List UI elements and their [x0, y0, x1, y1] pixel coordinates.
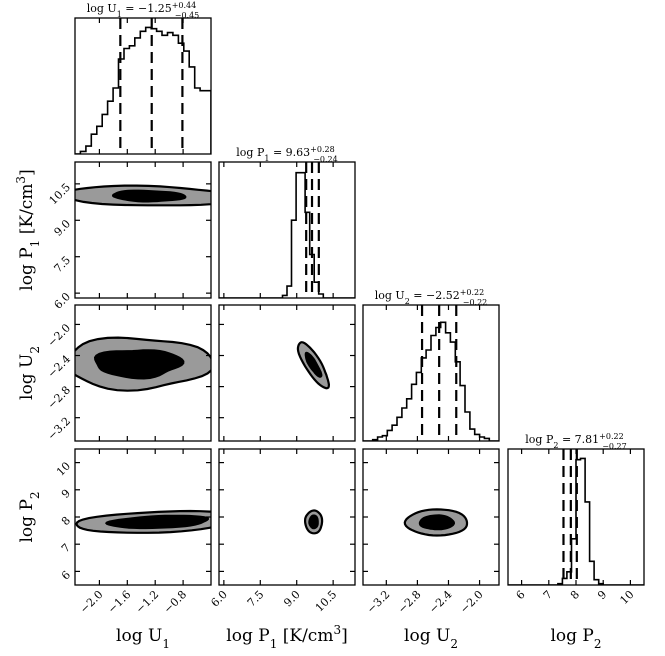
panel-logU2-logU1 [75, 336, 211, 392]
y-tick-label: −2.0 [45, 321, 73, 349]
x-tick-label: −0.8 [161, 588, 189, 616]
panel-frame [74, 161, 212, 299]
panel-logP2-logP2 [508, 449, 644, 585]
ylabel-logP1: log P1 [K/cm3] [14, 169, 42, 290]
title-logP2: log P2 = 7.81+0.22 −0.27 [525, 432, 626, 452]
labels: 6.07.59.010.5−3.2−2.8−2.4−2.0−2.0 −1.6 −1.… [14, 1, 637, 652]
x-tick-label: 7.5 [245, 588, 267, 610]
panel-frame [218, 304, 356, 442]
panel-frame [218, 448, 356, 586]
panel-frame [218, 161, 356, 299]
x-tick-label: 6 [514, 588, 528, 602]
xlabel-logU1: log U1 [116, 626, 170, 651]
panel-logU2-logU2 [363, 305, 499, 441]
x-tick-label: 9.0 [281, 588, 303, 610]
x-tick-label: −2.8 [395, 588, 423, 616]
xlabel-logP1: log P1 [K/cm3] [226, 623, 347, 651]
y-tick-label: 7.5 [52, 254, 74, 276]
contour-inner-logU2-logU1 [93, 349, 185, 380]
xlabel-logP2: log P2 [550, 626, 601, 651]
y-tick-label: 8 [59, 514, 73, 528]
y-tick-label: 10 [54, 460, 73, 479]
contour-inner-logP1-logU1 [111, 189, 187, 203]
x-tick-label: −1.2 [133, 588, 161, 616]
panel-logP2-logU1 [75, 509, 211, 534]
x-tick-label: −3.2 [364, 588, 392, 616]
panel-logP1-logP1 [219, 162, 355, 298]
panel-logU1-logU1 [75, 18, 211, 154]
panel-logP1-logU1 [75, 184, 211, 207]
histogram-logP1 [219, 171, 355, 298]
contour-inner-logP2-logP1 [308, 514, 319, 530]
x-tick-label: −2.0 [77, 588, 105, 616]
y-tick-label: 9.0 [52, 217, 74, 239]
y-tick-label: −2.8 [45, 384, 73, 412]
y-tick-label: 10.5 [47, 181, 74, 208]
y-tick-label: 6 [59, 568, 73, 582]
title-logU2: log U2 = −2.52+0.22 −0.22 [375, 288, 488, 308]
x-tick-label: 8 [568, 588, 582, 602]
x-tick-label: 6.0 [208, 588, 230, 610]
x-tick-label: 7 [541, 588, 555, 602]
y-tick-label: −2.4 [45, 352, 73, 380]
panel-logP2-logU2 [403, 508, 469, 537]
x-tick-label: −1.6 [105, 588, 133, 616]
panels [74, 17, 645, 586]
y-tick-label: 9 [59, 487, 73, 501]
panel-frame [362, 304, 500, 442]
ylabel-logP2: log P2 [17, 491, 42, 542]
title-logP1: log P1 = 9.63+0.28 −0.24 [236, 145, 337, 165]
histogram-logP2 [508, 457, 644, 585]
x-tick-label: −2.4 [427, 588, 455, 616]
ylabel-logU2: log U2 [17, 346, 42, 400]
contour-inner-logU2-logP1 [304, 351, 323, 378]
contour-inner-logP2-logU2 [418, 514, 456, 531]
title-logU1: log U1 = −1.25+0.44 −0.45 [87, 1, 200, 21]
x-tick-label: 10.5 [313, 588, 340, 615]
panel-frame [74, 304, 212, 442]
contour-inner-logP2-logU1 [104, 514, 210, 530]
panel-frame [74, 17, 212, 155]
x-tick-label: −2.0 [458, 588, 486, 616]
panel-logU2-logP1 [296, 341, 331, 390]
y-tick-label: −3.2 [45, 415, 73, 443]
x-tick-label: 9 [595, 588, 609, 602]
y-tick-label: 6.0 [52, 290, 74, 312]
panel-logP2-logP1 [304, 509, 324, 535]
x-tick-label: 10 [617, 588, 636, 607]
histogram-logU2 [363, 321, 499, 441]
xlabel-logU2: log U2 [404, 626, 458, 651]
y-tick-label: 7 [59, 541, 73, 555]
histogram-logU1 [75, 26, 211, 154]
